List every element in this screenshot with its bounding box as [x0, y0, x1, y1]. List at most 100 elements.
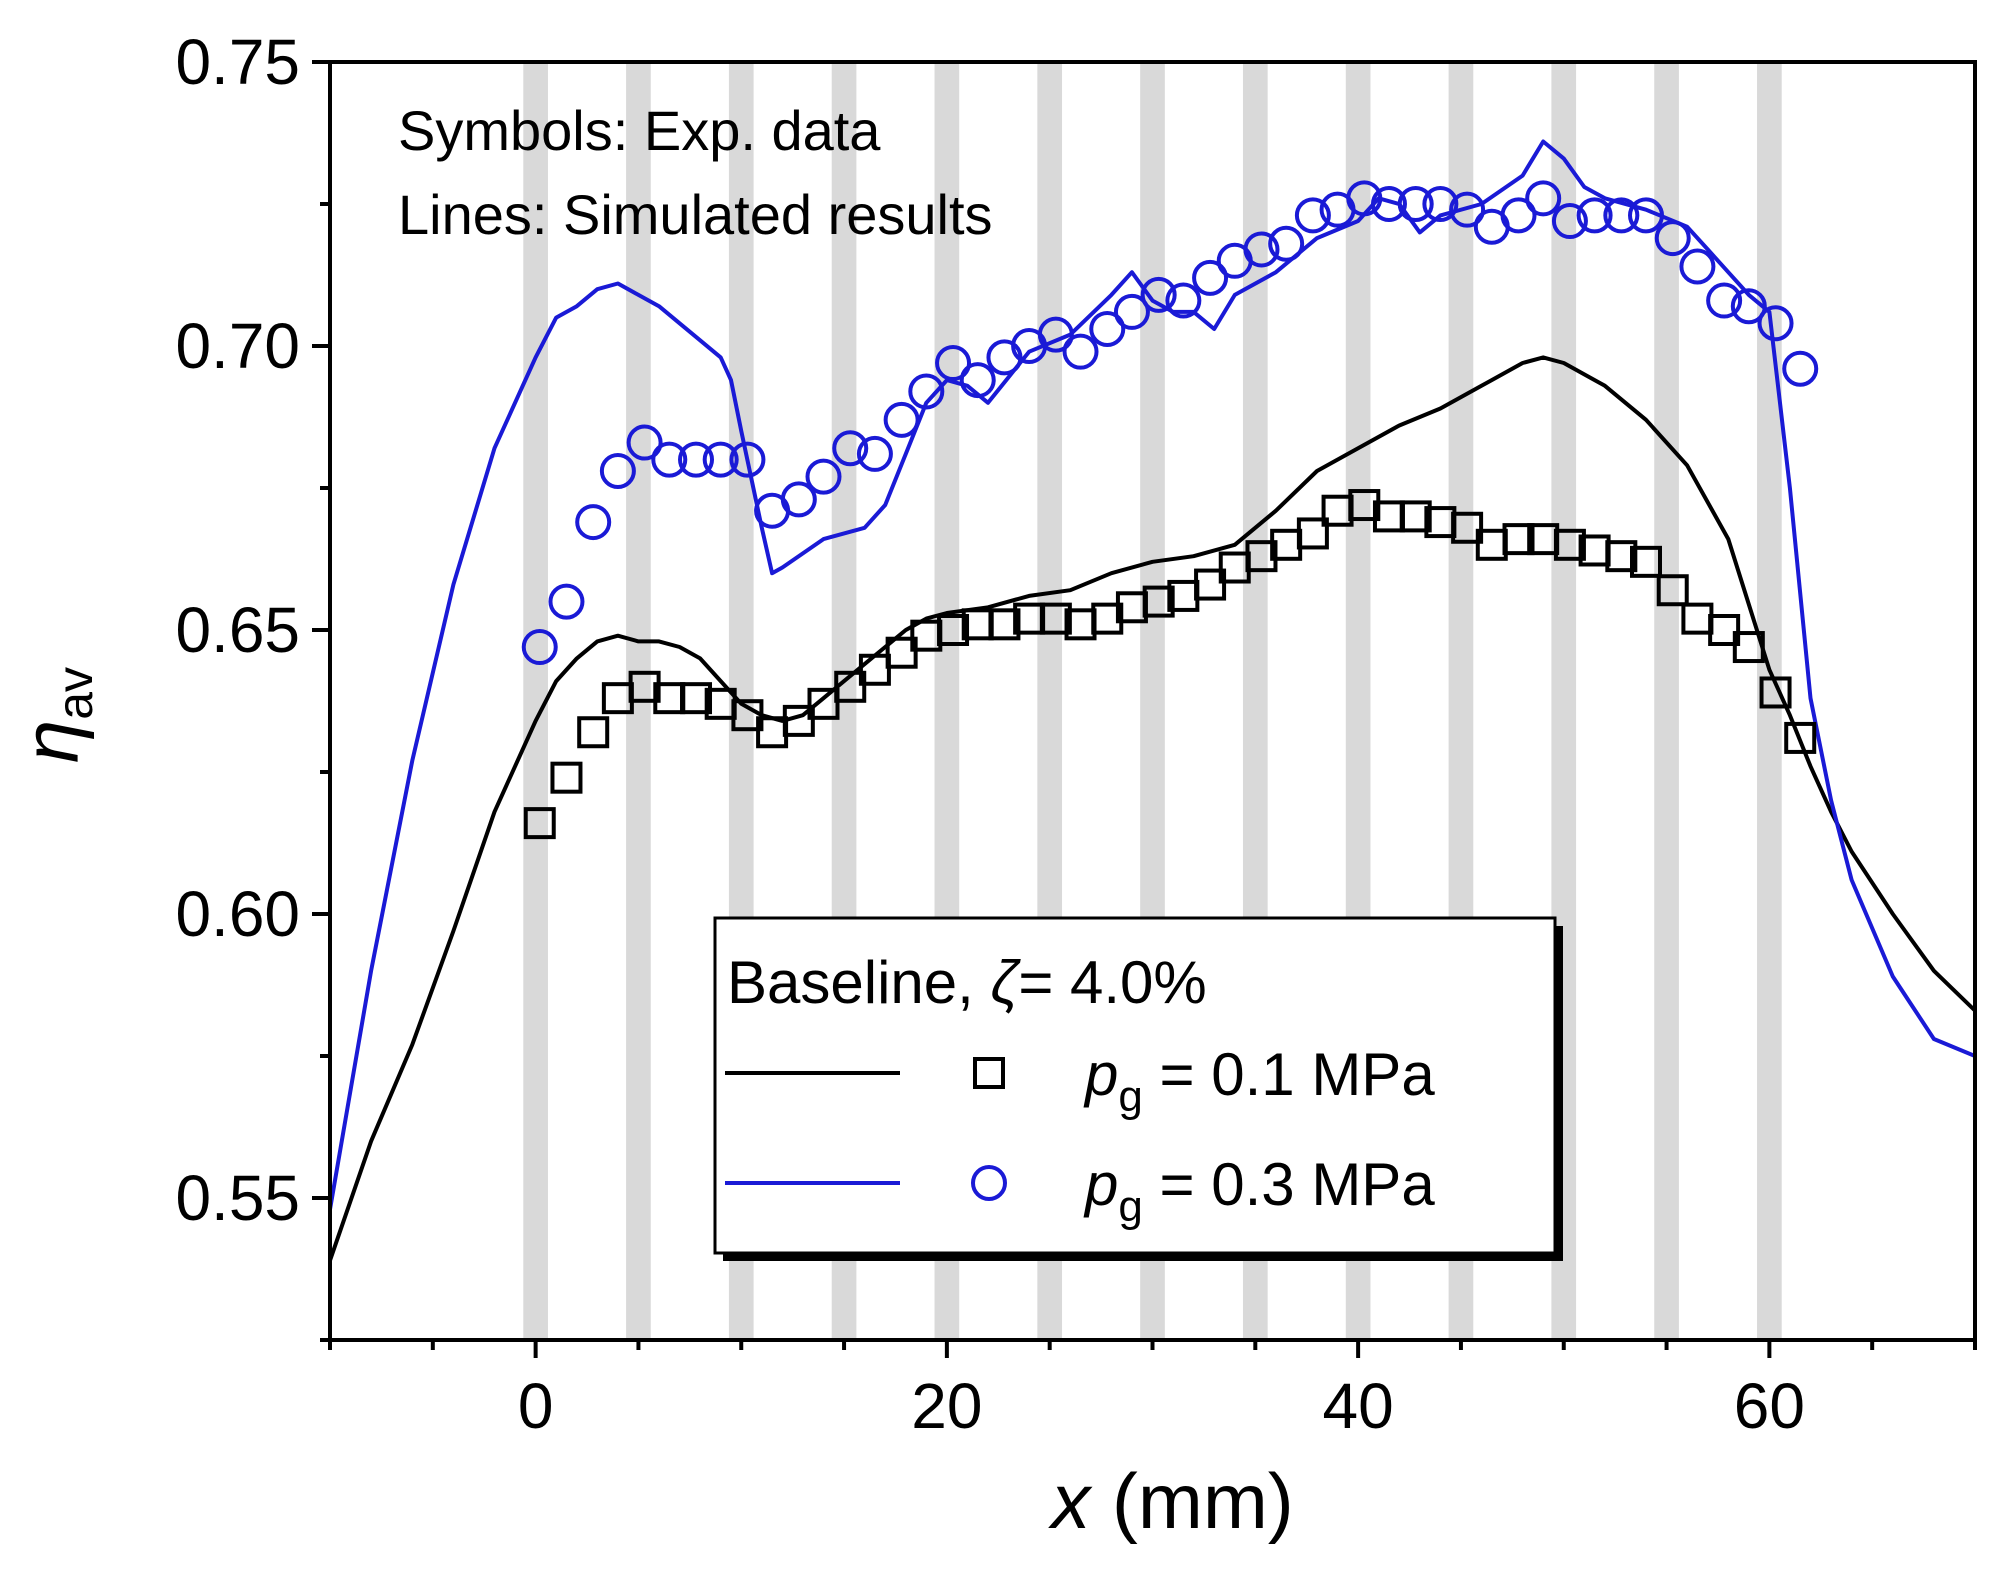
legend-title-symbol: ζ	[991, 949, 1022, 1016]
data-point-square	[858, 653, 891, 686]
annotation-symbols: Symbols: Exp. data	[398, 99, 881, 162]
data-point-square	[1708, 614, 1741, 646]
y-axis-symbol: η	[7, 720, 95, 763]
series-line-0	[330, 355, 1975, 1262]
data-point-circle	[1603, 197, 1640, 234]
x-axis-variable: x	[1047, 1457, 1093, 1545]
data-point-circle	[1140, 276, 1177, 313]
data-point-square	[807, 687, 840, 720]
data-point-circle	[908, 373, 945, 410]
legend-value: = 0.1 MPa	[1143, 1041, 1435, 1108]
legend-var: p	[1083, 1151, 1118, 1218]
legend-title-suffix: = 4.0%	[1018, 949, 1206, 1016]
data-point-circle	[702, 441, 739, 478]
data-point-square	[834, 670, 867, 703]
y-axis-subscript: av	[47, 667, 103, 720]
legend-label-pg-0.1: pg = 0.1 MPa	[1083, 1041, 1435, 1121]
data-point-circle	[678, 441, 715, 478]
legend-value: = 0.3 MPa	[1143, 1151, 1435, 1218]
data-point-circle	[1449, 191, 1486, 228]
data-point-circle	[1730, 288, 1767, 325]
data-point-circle	[1165, 282, 1202, 319]
series-1	[330, 139, 1975, 1210]
x-axis-title: x (mm)	[1047, 1457, 1294, 1545]
data-point-square	[1296, 517, 1329, 550]
data-point-circle	[1654, 220, 1691, 257]
data-point-square	[1091, 602, 1124, 635]
legend-sub: g	[1118, 1072, 1142, 1121]
data-point-square	[1656, 574, 1689, 607]
data-point-circle	[1757, 305, 1794, 342]
series-2	[523, 489, 1817, 840]
data-point-circle	[626, 424, 663, 461]
data-point-circle	[1113, 293, 1150, 330]
data-point-circle	[780, 481, 817, 518]
x-axis-unit: (mm)	[1090, 1457, 1294, 1545]
x-tick-label: 40	[1323, 1370, 1394, 1442]
data-point-circle	[1397, 186, 1434, 222]
legend-label-pg-0.3: pg = 0.3 MPa	[1083, 1151, 1435, 1231]
data-point-circle	[1551, 203, 1588, 240]
data-point-square	[628, 670, 661, 703]
data-point-square	[1502, 523, 1535, 556]
x-tick-label: 0	[518, 1370, 554, 1442]
y-tick-label: 0.75	[175, 26, 300, 98]
legend-var: p	[1083, 1041, 1118, 1108]
x-tick-label: 20	[911, 1370, 982, 1442]
data-point-circle	[1062, 333, 1099, 370]
data-point-circle	[883, 401, 920, 438]
y-tick-label: 0.70	[175, 310, 300, 382]
data-point-circle	[729, 441, 766, 478]
data-point-circle	[1500, 197, 1537, 234]
data-point-square	[1630, 545, 1662, 578]
data-point-square	[885, 636, 918, 669]
data-point-circle	[832, 430, 869, 467]
x-tick-label: 60	[1734, 1370, 1805, 1442]
data-point-circle	[1782, 350, 1819, 387]
data-point-circle	[805, 458, 842, 495]
data-point-square	[988, 608, 1021, 641]
data-point-circle	[1294, 197, 1331, 234]
data-point-square	[937, 614, 970, 646]
data-point-circle	[1576, 197, 1613, 234]
data-point-circle	[1268, 225, 1305, 262]
data-point-square	[1245, 540, 1278, 573]
series-layer	[330, 139, 1975, 1262]
data-point-square	[731, 699, 764, 732]
data-point-circle	[856, 435, 893, 472]
data-point-square	[577, 716, 610, 749]
data-point-circle	[1370, 186, 1407, 222]
axis-ticks: 0 20 40 60 0.55 0.60 0.65 0.70 0.75	[175, 26, 1977, 1442]
legend-title: Baseline, ζ= 4.0%	[727, 949, 1207, 1016]
series-line-1	[330, 139, 1975, 1210]
data-point-circle	[1525, 180, 1562, 217]
data-point-circle	[1679, 248, 1716, 285]
data-point-circle	[1243, 231, 1280, 268]
shaded-band-11	[1654, 62, 1679, 1340]
data-point-square	[1142, 585, 1175, 618]
data-point-square	[1194, 568, 1227, 601]
y-tick-label: 0.55	[175, 1162, 300, 1234]
data-point-square	[1039, 602, 1072, 635]
legend-title-prefix: Baseline,	[727, 949, 991, 1016]
legend-marker-circle	[971, 1165, 1007, 1201]
data-point-circle	[1089, 310, 1126, 347]
data-point-square	[1605, 540, 1638, 573]
legend-sub: g	[1118, 1182, 1142, 1231]
data-point-circle	[1628, 197, 1664, 234]
data-point-circle	[521, 629, 558, 666]
data-point-square	[1784, 721, 1817, 754]
data-point-circle	[599, 452, 636, 489]
y-tick-label: 0.60	[175, 878, 300, 950]
legend: Baseline, ζ= 4.0% pg = 0.1 MPa pg = 0.3 …	[713, 916, 1563, 1261]
data-point-square	[523, 807, 556, 840]
data-point-square	[782, 704, 815, 737]
data-point-square	[550, 761, 583, 794]
legend-box	[713, 916, 1557, 1255]
legend-marker-square	[973, 1057, 1005, 1089]
data-point-square	[1759, 676, 1792, 709]
data-point-circle	[548, 583, 585, 620]
data-point-square	[1732, 631, 1765, 664]
